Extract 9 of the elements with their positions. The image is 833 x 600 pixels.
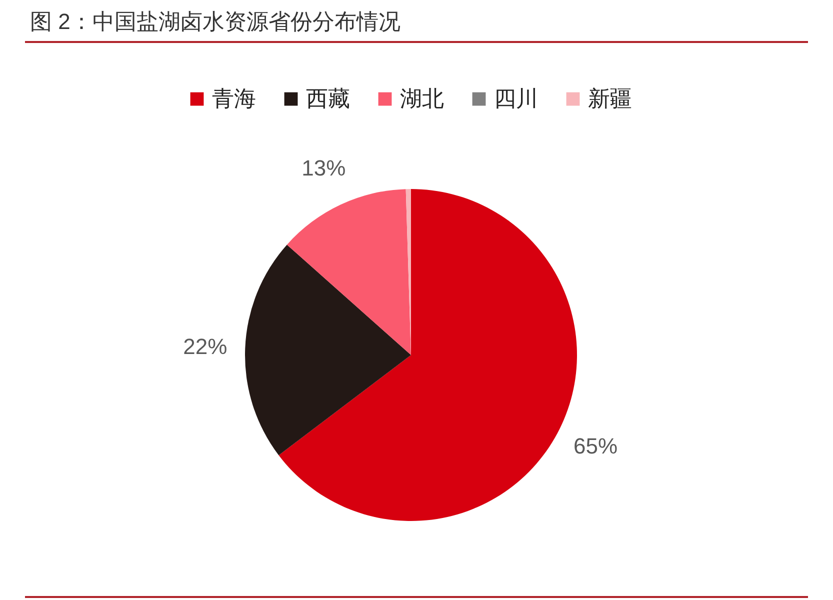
legend-label: 西藏: [306, 86, 350, 111]
data-label: 65%: [573, 434, 618, 459]
chart-title: 图 2：中国盐湖卤水资源省份分布情况: [30, 9, 400, 34]
legend-label: 湖北: [400, 86, 444, 111]
data-label: 22%: [183, 334, 228, 359]
legend-label: 四川: [494, 86, 538, 111]
legend-label: 青海: [212, 86, 256, 111]
legend-label: 新疆: [588, 86, 632, 111]
data-label: 13%: [302, 155, 346, 180]
